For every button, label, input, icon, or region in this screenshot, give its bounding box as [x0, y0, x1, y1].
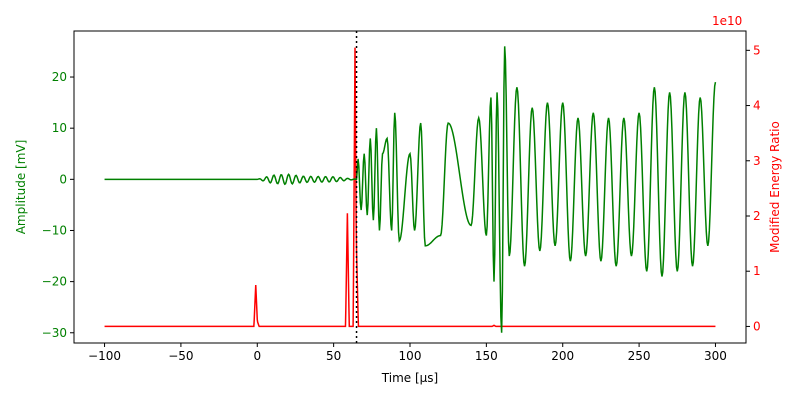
y-right-tick-label: 3 [753, 154, 761, 168]
y-axis-left-label: Amplitude [mV] [14, 140, 28, 235]
x-tick-label: −50 [168, 349, 193, 363]
x-axis: −100 −50 0 50 100 150 200 250 300 [88, 343, 727, 363]
y-left-tick-label: −10 [42, 223, 67, 237]
plot-area [104, 31, 717, 343]
y-left-tick-label: −20 [42, 275, 67, 289]
plot-frame [73, 30, 747, 344]
y-right-tick-label: 5 [753, 43, 761, 57]
x-axis-label: Time [µs] [381, 371, 438, 385]
x-tick-label: 100 [399, 349, 422, 363]
y-right-tick-label: 2 [753, 209, 761, 223]
x-tick-label: 0 [253, 349, 261, 363]
y-left-tick-label: 20 [52, 70, 67, 84]
x-tick-label: −100 [88, 349, 121, 363]
y-axis-right: 0 1 2 3 4 5 [746, 43, 761, 333]
series-amplitude [104, 46, 717, 333]
y-left-tick-label: 0 [59, 172, 67, 186]
y-right-tick-label: 0 [753, 319, 761, 333]
y-axis-left: −30 −20 −10 0 10 20 [42, 70, 74, 340]
energy-ratio-line [104, 47, 716, 328]
y-right-tick-label: 4 [753, 99, 761, 113]
x-tick-label: 200 [551, 349, 574, 363]
y-left-tick-label: 10 [52, 121, 67, 135]
series-modified-energy-ratio [104, 47, 716, 328]
y-axis-right-label: Modified Energy Ratio [768, 121, 782, 253]
x-tick-label: 150 [475, 349, 498, 363]
x-tick-label: 300 [704, 349, 727, 363]
y-right-tick-label: 1 [753, 264, 761, 278]
y-left-tick-label: −30 [42, 326, 67, 340]
x-tick-label: 250 [628, 349, 651, 363]
y-axis-right-offset-text: 1e10 [712, 14, 742, 28]
amplitude-line [104, 46, 717, 333]
x-tick-label: 50 [326, 349, 341, 363]
